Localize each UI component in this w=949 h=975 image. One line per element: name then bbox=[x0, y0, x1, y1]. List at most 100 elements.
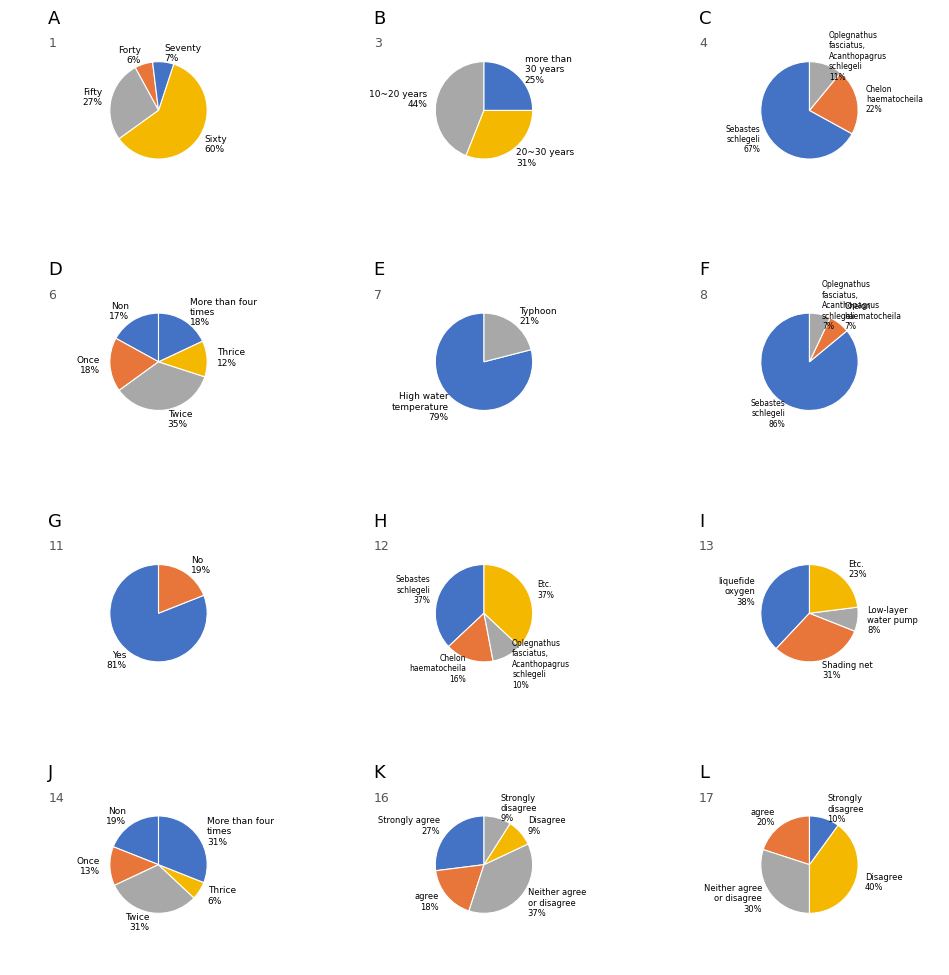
Wedge shape bbox=[484, 824, 528, 865]
Wedge shape bbox=[484, 61, 532, 110]
Wedge shape bbox=[469, 844, 532, 914]
Text: Chelon
haematocheila
7%: Chelon haematocheila 7% bbox=[845, 301, 902, 332]
Text: Neither agree
or disagree
37%: Neither agree or disagree 37% bbox=[528, 888, 586, 918]
Wedge shape bbox=[776, 613, 855, 662]
Wedge shape bbox=[119, 64, 207, 159]
Wedge shape bbox=[158, 816, 207, 882]
Text: 8: 8 bbox=[699, 289, 707, 302]
Text: G: G bbox=[48, 513, 62, 530]
Wedge shape bbox=[158, 313, 202, 362]
Wedge shape bbox=[158, 341, 207, 376]
Wedge shape bbox=[436, 313, 532, 410]
Wedge shape bbox=[158, 565, 204, 613]
Text: Seventy
7%: Seventy 7% bbox=[164, 44, 201, 63]
Text: Fifty
27%: Fifty 27% bbox=[83, 88, 102, 107]
Text: Twice
35%: Twice 35% bbox=[168, 410, 192, 429]
Text: Etc.
37%: Etc. 37% bbox=[537, 580, 554, 600]
Wedge shape bbox=[809, 61, 841, 110]
Text: Strongly agree
27%: Strongly agree 27% bbox=[378, 816, 440, 836]
Text: Typhoon
21%: Typhoon 21% bbox=[519, 307, 557, 326]
Wedge shape bbox=[809, 313, 830, 362]
Text: Once
18%: Once 18% bbox=[77, 356, 101, 375]
Text: 10~20 years
44%: 10~20 years 44% bbox=[369, 90, 428, 109]
Text: Twice
31%: Twice 31% bbox=[125, 913, 149, 932]
Text: Forty
6%: Forty 6% bbox=[118, 46, 141, 65]
Wedge shape bbox=[449, 613, 493, 662]
Text: 20~30 years
31%: 20~30 years 31% bbox=[516, 148, 574, 168]
Text: Disagree
9%: Disagree 9% bbox=[528, 816, 566, 836]
Wedge shape bbox=[761, 565, 809, 648]
Text: B: B bbox=[374, 10, 386, 27]
Wedge shape bbox=[809, 565, 858, 613]
Text: J: J bbox=[48, 764, 53, 782]
Wedge shape bbox=[484, 565, 532, 646]
Wedge shape bbox=[436, 816, 484, 871]
Text: 17: 17 bbox=[699, 792, 715, 804]
Wedge shape bbox=[484, 816, 510, 865]
Text: I: I bbox=[699, 513, 704, 530]
Text: Sebastes
schlegeli
86%: Sebastes schlegeli 86% bbox=[751, 399, 785, 429]
Text: F: F bbox=[699, 261, 710, 279]
Text: Sebastes
schlegeli
67%: Sebastes schlegeli 67% bbox=[725, 125, 760, 154]
Text: D: D bbox=[48, 261, 62, 279]
Text: Thrice
6%: Thrice 6% bbox=[208, 886, 236, 906]
Text: More than four
times
31%: More than four times 31% bbox=[207, 817, 274, 846]
Text: 11: 11 bbox=[48, 540, 64, 553]
Text: 1: 1 bbox=[48, 37, 56, 51]
Text: liquefide
oxygen
38%: liquefide oxygen 38% bbox=[718, 577, 755, 606]
Wedge shape bbox=[761, 313, 858, 410]
Text: 4: 4 bbox=[699, 37, 707, 51]
Wedge shape bbox=[809, 73, 858, 134]
Text: 14: 14 bbox=[48, 792, 64, 804]
Text: A: A bbox=[48, 10, 61, 27]
Text: More than four
times
18%: More than four times 18% bbox=[190, 297, 257, 328]
Wedge shape bbox=[158, 865, 204, 898]
Text: Shading net
31%: Shading net 31% bbox=[822, 660, 873, 680]
Wedge shape bbox=[110, 67, 158, 138]
Text: more than
30 years
25%: more than 30 years 25% bbox=[525, 55, 571, 85]
Wedge shape bbox=[809, 816, 838, 865]
Text: K: K bbox=[374, 764, 385, 782]
Text: Strongly
disagree
9%: Strongly disagree 9% bbox=[500, 794, 537, 824]
Text: 13: 13 bbox=[699, 540, 715, 553]
Text: Chelon
haematocheila
22%: Chelon haematocheila 22% bbox=[865, 85, 922, 114]
Wedge shape bbox=[466, 110, 532, 159]
Text: Chelon
haematocheila
16%: Chelon haematocheila 16% bbox=[409, 654, 466, 683]
Text: Disagree
40%: Disagree 40% bbox=[865, 873, 902, 892]
Wedge shape bbox=[135, 62, 158, 110]
Text: 12: 12 bbox=[374, 540, 389, 553]
Wedge shape bbox=[113, 816, 158, 865]
Wedge shape bbox=[484, 313, 531, 362]
Text: H: H bbox=[374, 513, 387, 530]
Text: Etc.
23%: Etc. 23% bbox=[848, 560, 866, 579]
Wedge shape bbox=[436, 565, 484, 646]
Wedge shape bbox=[110, 846, 158, 885]
Text: 7: 7 bbox=[374, 289, 381, 302]
Wedge shape bbox=[761, 61, 852, 159]
Text: Non
19%: Non 19% bbox=[105, 806, 125, 826]
Wedge shape bbox=[110, 338, 158, 390]
Text: High water
temperature
79%: High water temperature 79% bbox=[392, 392, 449, 422]
Wedge shape bbox=[809, 825, 858, 914]
Text: Oplegnathus
fasciatus,
Acanthopagrus
schlegeli
11%: Oplegnathus fasciatus, Acanthopagrus sch… bbox=[828, 31, 887, 82]
Text: 16: 16 bbox=[374, 792, 389, 804]
Wedge shape bbox=[153, 61, 174, 110]
Text: Sebastes
schlegeli
37%: Sebastes schlegeli 37% bbox=[396, 575, 431, 604]
Wedge shape bbox=[116, 313, 158, 362]
Wedge shape bbox=[115, 865, 194, 914]
Text: Thrice
12%: Thrice 12% bbox=[216, 348, 245, 368]
Wedge shape bbox=[484, 613, 519, 661]
Text: Oplegnathus
fasciatus,
Acanthopagrus
schlegeli
7%: Oplegnathus fasciatus, Acanthopagrus sch… bbox=[822, 281, 880, 332]
Text: Neither agree
or disagree
30%: Neither agree or disagree 30% bbox=[704, 884, 762, 914]
Wedge shape bbox=[436, 61, 484, 156]
Text: L: L bbox=[699, 764, 709, 782]
Text: C: C bbox=[699, 10, 712, 27]
Wedge shape bbox=[110, 565, 207, 662]
Text: agree
18%: agree 18% bbox=[415, 892, 439, 912]
Wedge shape bbox=[761, 849, 809, 914]
Text: No
19%: No 19% bbox=[191, 556, 211, 575]
Text: agree
20%: agree 20% bbox=[751, 807, 775, 827]
Text: Sixty
60%: Sixty 60% bbox=[205, 135, 228, 154]
Text: Yes
81%: Yes 81% bbox=[106, 651, 126, 671]
Wedge shape bbox=[809, 318, 847, 362]
